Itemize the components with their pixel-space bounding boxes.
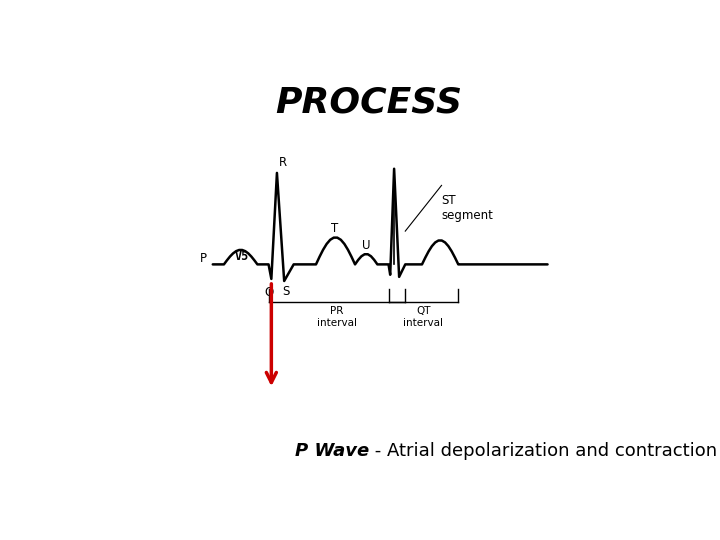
Text: U: U <box>362 239 371 252</box>
Text: V5: V5 <box>235 249 249 262</box>
Text: Q: Q <box>264 285 273 298</box>
Text: T: T <box>330 222 338 235</box>
Text: PROCESS: PROCESS <box>276 85 462 119</box>
Text: S: S <box>283 285 290 298</box>
Text: R: R <box>279 156 287 168</box>
Text: ST
segment: ST segment <box>441 194 493 222</box>
Text: PR
interval: PR interval <box>317 306 357 328</box>
Text: P: P <box>200 252 207 265</box>
Text: P Wave: P Wave <box>294 442 369 461</box>
Text: QT
interval: QT interval <box>403 306 444 328</box>
Text: - Atrial depolarization and contraction: - Atrial depolarization and contraction <box>369 442 717 461</box>
